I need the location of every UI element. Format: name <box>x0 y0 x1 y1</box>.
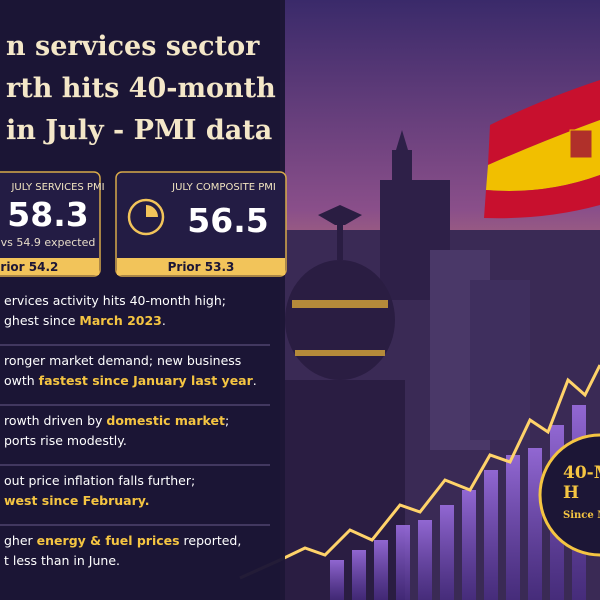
text-span: ; <box>225 413 229 428</box>
panel <box>0 0 285 600</box>
bullet-line: owth fastest since January last year. <box>4 373 257 388</box>
card <box>0 171 101 277</box>
flag <box>484 80 600 219</box>
card-footer <box>117 258 285 275</box>
highlight: fastest since January last year <box>39 373 254 388</box>
title-line: n services sector <box>6 31 260 62</box>
card-footer <box>0 258 99 275</box>
badge-line: 40-M <box>563 463 600 483</box>
card-prior: Prior 54.2 <box>0 260 58 274</box>
card-value: 58.3 <box>7 195 88 234</box>
card-label: JULY COMPOSITE PMI <box>171 182 276 193</box>
title-line: in July - PMI data <box>6 115 272 146</box>
highlight: domestic market <box>106 413 225 428</box>
text-span: reported, <box>180 533 242 548</box>
text-span: ervices activity hits 40-month high; <box>4 293 226 308</box>
bullet-line: t less than in June. <box>4 553 120 568</box>
clock-icon <box>127 198 165 236</box>
card-note: vs 54.9 expected <box>1 236 96 249</box>
highlight: west since February. <box>4 493 150 508</box>
text-span: . <box>162 313 166 328</box>
bullet-line: ronger market demand; new business <box>4 353 241 368</box>
highlight: energy & fuel prices <box>37 533 180 548</box>
card <box>115 171 287 277</box>
card-label: JULY SERVICES PMI <box>10 182 104 193</box>
bullet-line: west since February. <box>4 493 150 508</box>
city <box>280 130 600 600</box>
bullet-line: rowth driven by domestic market; <box>4 413 229 428</box>
text-span: gher <box>4 533 37 548</box>
text-span: rowth driven by <box>4 413 106 428</box>
bullet-line: gher energy & fuel prices reported, <box>4 533 241 548</box>
badge-line: H <box>563 483 579 503</box>
card-prior: Prior 53.3 <box>168 260 235 274</box>
bullet-line: ports rise modestly. <box>4 433 127 448</box>
text-span: t less than in June. <box>4 553 120 568</box>
text-span: ports rise modestly. <box>4 433 127 448</box>
text-span: ronger market demand; new business <box>4 353 241 368</box>
highlight: March 2023 <box>79 313 162 328</box>
badge: 40-MH Since M <box>538 433 600 557</box>
bullet-line: ervices activity hits 40-month high; <box>4 293 226 308</box>
text-span: . <box>253 373 257 388</box>
text-span: out price inflation falls further; <box>4 473 195 488</box>
decorative-trend <box>239 364 600 580</box>
badge-line: Since M <box>563 510 600 521</box>
text-span: ghest since <box>4 313 79 328</box>
clock-hand <box>146 205 158 217</box>
title-line: rth hits 40-month <box>6 73 276 104</box>
bullet-line: out price inflation falls further; <box>4 473 195 488</box>
card-value: 56.5 <box>187 201 268 240</box>
text-span: owth <box>4 373 39 388</box>
bullet-line: ghest since March 2023. <box>4 313 166 328</box>
